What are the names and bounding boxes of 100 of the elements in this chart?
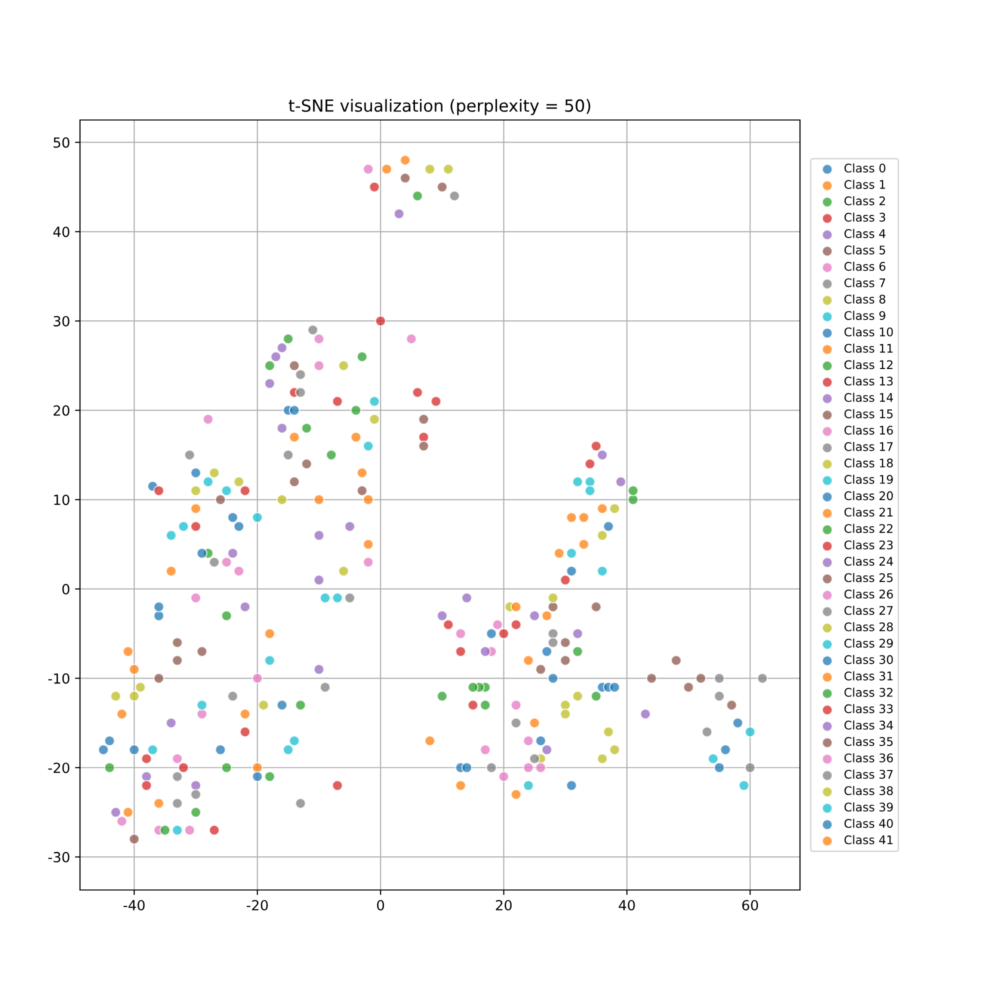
point bbox=[153, 601, 164, 612]
point bbox=[702, 726, 712, 738]
point bbox=[578, 538, 590, 550]
point bbox=[590, 690, 602, 702]
point bbox=[548, 628, 558, 640]
point bbox=[560, 708, 571, 720]
y-tick-label: 30 bbox=[54, 316, 70, 326]
point bbox=[240, 726, 251, 738]
legend-label: Class 40 bbox=[844, 818, 893, 828]
point bbox=[301, 422, 312, 434]
legend-label: Class 2 bbox=[844, 196, 885, 206]
point bbox=[221, 485, 232, 496]
point bbox=[609, 682, 620, 693]
point bbox=[406, 333, 417, 344]
point bbox=[208, 824, 220, 836]
point bbox=[240, 708, 251, 720]
point bbox=[461, 762, 472, 774]
chart-title: t-SNE visualization (perplexity = 50) bbox=[288, 99, 590, 116]
point bbox=[295, 798, 306, 809]
point bbox=[541, 646, 552, 657]
point bbox=[418, 432, 430, 443]
legend-label: Class 19 bbox=[844, 474, 893, 484]
point bbox=[264, 628, 276, 640]
legend-label: Class 3 bbox=[844, 212, 886, 222]
legend-label: Class 17 bbox=[844, 442, 893, 452]
point bbox=[314, 360, 324, 372]
x-tick-label: 40 bbox=[618, 900, 635, 910]
legend-label: Class 8 bbox=[844, 294, 886, 304]
point bbox=[252, 762, 263, 774]
point bbox=[282, 333, 294, 344]
point bbox=[338, 566, 350, 577]
point bbox=[596, 566, 608, 577]
legend-label: Class 5 bbox=[844, 245, 886, 254]
point bbox=[529, 610, 540, 622]
point bbox=[492, 619, 504, 630]
point bbox=[394, 208, 405, 220]
point bbox=[141, 753, 152, 764]
point bbox=[338, 360, 350, 372]
legend-label: Class 7 bbox=[844, 278, 886, 288]
point bbox=[116, 708, 128, 720]
point bbox=[307, 324, 318, 336]
point bbox=[510, 700, 522, 711]
legend-label: Class 4 bbox=[844, 228, 886, 238]
point bbox=[510, 717, 522, 728]
x-tick-label: 20 bbox=[496, 900, 512, 910]
point bbox=[276, 422, 288, 434]
legend-label: Class 30 bbox=[844, 654, 893, 664]
point bbox=[522, 780, 534, 791]
point bbox=[430, 396, 442, 407]
legend-label: Class 18 bbox=[844, 458, 893, 468]
point bbox=[628, 494, 639, 506]
point bbox=[548, 601, 558, 612]
point bbox=[314, 664, 324, 675]
point bbox=[350, 404, 362, 416]
point bbox=[529, 753, 540, 764]
point bbox=[128, 834, 140, 845]
legend-label: Class 9 bbox=[844, 310, 886, 320]
point bbox=[314, 494, 324, 506]
point bbox=[240, 601, 251, 612]
legend-label: Class 15 bbox=[844, 409, 893, 418]
point bbox=[708, 753, 719, 764]
point bbox=[695, 672, 706, 684]
point bbox=[498, 628, 510, 640]
point bbox=[252, 771, 263, 782]
point bbox=[560, 637, 571, 648]
point bbox=[288, 476, 300, 488]
point bbox=[104, 762, 116, 774]
point bbox=[368, 182, 380, 192]
point bbox=[362, 556, 374, 568]
legend-label: Class 28 bbox=[844, 622, 893, 632]
point bbox=[227, 690, 238, 702]
point bbox=[400, 172, 411, 184]
point bbox=[240, 485, 251, 496]
point bbox=[368, 414, 380, 425]
point bbox=[190, 520, 202, 532]
point bbox=[596, 530, 608, 541]
legend-label: Class 10 bbox=[844, 327, 893, 336]
point bbox=[362, 494, 374, 506]
point bbox=[522, 654, 534, 666]
point bbox=[566, 780, 577, 791]
point bbox=[584, 476, 596, 488]
x-tick-label: 60 bbox=[742, 900, 758, 910]
point bbox=[314, 530, 324, 541]
point bbox=[166, 717, 177, 728]
point bbox=[732, 717, 744, 728]
legend-label: Class 23 bbox=[844, 540, 893, 550]
point bbox=[683, 682, 694, 693]
point bbox=[110, 806, 122, 818]
point bbox=[548, 637, 558, 648]
point bbox=[153, 672, 164, 684]
point bbox=[110, 690, 122, 702]
point bbox=[560, 654, 571, 666]
point bbox=[196, 708, 208, 720]
point bbox=[134, 682, 146, 693]
point bbox=[442, 164, 454, 175]
point bbox=[172, 753, 183, 764]
point bbox=[166, 566, 177, 577]
legend-label: Class 25 bbox=[844, 573, 893, 582]
point bbox=[424, 164, 436, 175]
point bbox=[548, 592, 558, 604]
